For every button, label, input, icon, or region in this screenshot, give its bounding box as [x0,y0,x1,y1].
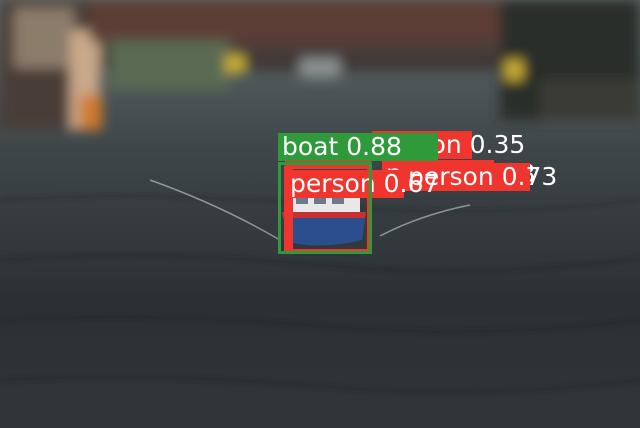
detection-label-boat: boat 0.88 [278,133,438,161]
detection-box-boat [278,162,372,254]
detection-label-person: person 0.73 [404,163,557,191]
detection-label-person: person 0.67 [286,170,439,198]
